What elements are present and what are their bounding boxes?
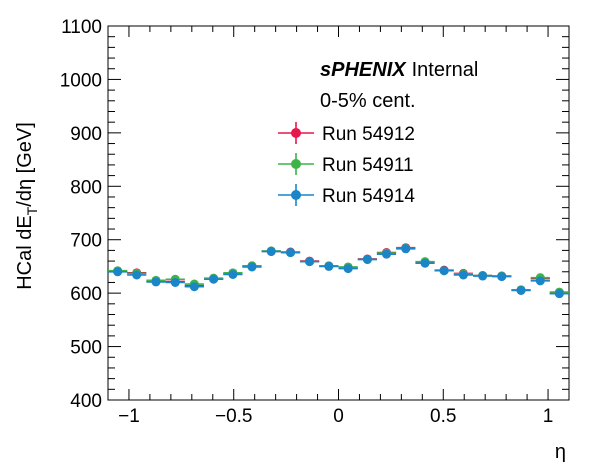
data-point bbox=[497, 272, 507, 282]
data-point bbox=[151, 277, 161, 287]
y-tick-label: 800 bbox=[70, 177, 102, 198]
legend-marker bbox=[291, 159, 301, 169]
data-point bbox=[305, 257, 315, 267]
brand-annotation: sPHENIX Internal bbox=[320, 59, 478, 81]
data-point bbox=[247, 262, 257, 272]
brand-name: sPHENIX bbox=[320, 59, 407, 81]
y-axis-title-tail: /dη [GeV] bbox=[14, 122, 36, 207]
plot-frame bbox=[107, 25, 570, 401]
data-point bbox=[554, 289, 564, 299]
x-axis-title: η bbox=[555, 441, 566, 463]
data-point bbox=[324, 261, 334, 271]
y-tick-label: 400 bbox=[70, 391, 102, 412]
x-tick-label: −1 bbox=[118, 406, 140, 427]
y-tick-label: 1000 bbox=[60, 70, 102, 91]
data-point bbox=[516, 285, 526, 295]
legend-item: Run 54914 bbox=[278, 184, 415, 207]
legend: Run 54912 Run 54911 Run 54914 bbox=[278, 122, 415, 207]
legend-marker bbox=[291, 190, 301, 200]
centrality-annotation: 0-5% cent. bbox=[320, 90, 416, 112]
data-point bbox=[209, 274, 219, 284]
legend-label: Run 54911 bbox=[322, 155, 414, 176]
x-tick-labels: −1 −0.5 0 0.5 1 bbox=[118, 406, 553, 427]
data-point bbox=[132, 270, 142, 280]
x-tick-label: −0.5 bbox=[215, 406, 253, 427]
y-axis-title: HCal dET/dη [GeV] bbox=[14, 122, 40, 290]
data-point bbox=[286, 248, 296, 258]
data-point bbox=[362, 254, 372, 264]
data-point bbox=[170, 277, 180, 287]
legend-item: Run 54912 bbox=[278, 122, 415, 145]
data-point bbox=[439, 266, 449, 276]
x-tick-label: 0.5 bbox=[430, 406, 456, 427]
data-point bbox=[478, 271, 488, 281]
axis-ticks bbox=[107, 25, 570, 401]
y-tick-label: 700 bbox=[70, 231, 102, 252]
x-tick-label: 1 bbox=[543, 406, 554, 427]
data-point bbox=[266, 246, 276, 256]
x-tick-label: 0 bbox=[333, 406, 344, 427]
series-group bbox=[108, 243, 569, 297]
data-point bbox=[420, 258, 430, 268]
y-tick-label: 900 bbox=[70, 124, 102, 145]
series-group bbox=[108, 244, 569, 299]
y-tick-label: 1100 bbox=[61, 17, 102, 38]
data-point bbox=[113, 267, 123, 277]
data-point bbox=[381, 249, 391, 259]
y-axis-title-main: HCal dE bbox=[14, 215, 36, 289]
y-axis-title-subscript: T bbox=[24, 206, 40, 215]
legend-marker bbox=[291, 128, 301, 138]
y-tick-label: 600 bbox=[70, 284, 102, 305]
data-point bbox=[189, 282, 199, 292]
data-point bbox=[401, 244, 411, 254]
data-point bbox=[228, 269, 238, 279]
data-point bbox=[343, 264, 353, 274]
y-tick-label: 500 bbox=[70, 338, 102, 359]
legend-item: Run 54911 bbox=[278, 153, 414, 176]
y-tick-labels: 400 500 600 700 800 900 1000 1100 bbox=[60, 17, 102, 412]
data-series bbox=[108, 243, 569, 299]
data-point bbox=[535, 276, 545, 286]
legend-label: Run 54912 bbox=[322, 124, 415, 145]
legend-label: Run 54914 bbox=[322, 186, 415, 207]
series-group bbox=[108, 243, 569, 298]
brand-status: Internal bbox=[412, 59, 479, 81]
data-point bbox=[458, 270, 468, 280]
